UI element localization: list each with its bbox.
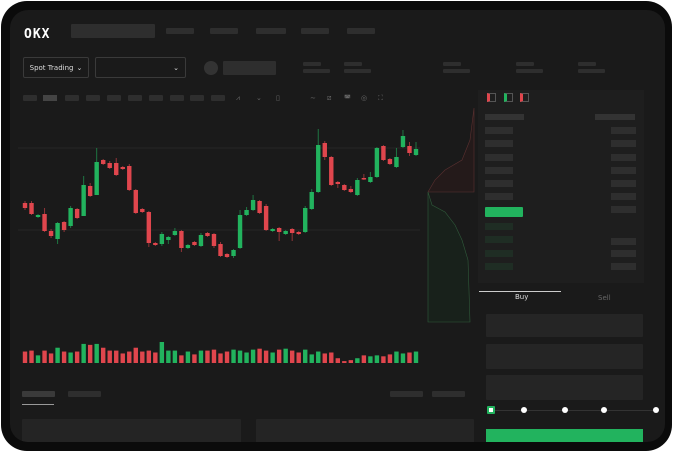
ask-size <box>611 193 636 200</box>
total-input[interactable] <box>486 375 643 400</box>
interval-button[interactable] <box>86 95 100 101</box>
stat-label <box>443 62 461 66</box>
ask-size <box>611 167 636 174</box>
filter-button[interactable] <box>432 391 465 397</box>
bid-size <box>611 238 636 245</box>
amount-input[interactable] <box>486 344 643 369</box>
bid-price <box>485 223 513 230</box>
stat-value <box>344 69 371 73</box>
stat-value <box>443 69 470 73</box>
ask-price <box>485 140 513 147</box>
slider-stop[interactable] <box>521 407 527 413</box>
ask-price <box>485 167 513 174</box>
nav-item[interactable] <box>210 28 238 34</box>
ask-price <box>485 154 513 161</box>
interval-button[interactable] <box>107 95 121 101</box>
book-header <box>485 114 524 120</box>
ruler-icon[interactable]: ⧄ <box>327 94 332 102</box>
bid-price <box>485 250 513 257</box>
screen: OKX Spot Trading ⌄ ⌄ ⩘ ⌄ ▯ ∼ ⧄ ◚ ◎ ⛶ <box>10 10 665 442</box>
spot-trading-label: Spot Trading <box>29 63 74 72</box>
slider-stop[interactable] <box>562 407 568 413</box>
nav-item[interactable] <box>347 28 375 34</box>
indicator-icon[interactable]: ⌄ <box>256 94 262 102</box>
orders-card <box>22 419 241 442</box>
spot-trading-dropdown[interactable]: Spot Trading ⌄ <box>23 57 89 78</box>
ask-size <box>611 127 636 134</box>
buy-tab[interactable]: Buy <box>515 293 529 301</box>
interval-button[interactable] <box>128 95 142 101</box>
search-bar[interactable] <box>71 24 155 38</box>
ask-price <box>485 180 513 187</box>
ask-size <box>611 154 636 161</box>
interval-button[interactable] <box>23 95 37 101</box>
filter-button[interactable] <box>390 391 423 397</box>
slider-stop[interactable] <box>653 407 659 413</box>
line-tool-icon[interactable]: ∼ <box>310 94 316 102</box>
book-bids-icon[interactable] <box>504 93 513 102</box>
ask-size <box>611 140 636 147</box>
buy-tab-underline <box>479 291 561 292</box>
settings-icon[interactable]: ◎ <box>361 94 368 102</box>
sell-tab[interactable]: Sell <box>598 294 611 302</box>
nav-item[interactable] <box>301 28 329 34</box>
indicator-icon[interactable]: ⩘ <box>236 94 240 102</box>
book-header <box>595 114 635 120</box>
interval-button[interactable] <box>149 95 163 101</box>
orders-tab[interactable] <box>22 391 55 397</box>
bid-price <box>485 236 513 243</box>
ask-size <box>611 180 636 187</box>
stat-label <box>303 62 321 66</box>
camera-icon[interactable]: ◚ <box>344 94 351 102</box>
interval-button[interactable] <box>190 95 204 101</box>
ask-price <box>485 193 513 200</box>
amount-slider-track[interactable] <box>492 410 657 411</box>
chart-type-icon[interactable]: ▯ <box>276 94 280 102</box>
bid-size <box>611 263 636 270</box>
orders-card <box>256 419 474 442</box>
interval-button[interactable] <box>211 95 225 101</box>
pair-name <box>223 61 276 75</box>
coin-icon <box>204 61 218 75</box>
interval-button[interactable] <box>65 95 79 101</box>
stat-label <box>578 62 596 66</box>
book-asks-icon[interactable] <box>520 93 529 102</box>
fullscreen-icon[interactable]: ⛶ <box>378 94 383 102</box>
stat-label <box>516 62 534 66</box>
mid-price <box>485 207 523 217</box>
price-input[interactable] <box>486 314 643 337</box>
interval-button-active[interactable] <box>43 95 57 101</box>
stat-value <box>516 69 543 73</box>
history-tab[interactable] <box>68 391 101 397</box>
stat-value <box>303 69 330 73</box>
slider-handle[interactable] <box>487 406 495 414</box>
nav-item[interactable] <box>166 28 194 34</box>
ask-size <box>611 206 636 213</box>
chevron-down-icon: ⌄ <box>76 63 83 72</box>
bid-size <box>611 250 636 257</box>
chevron-down-icon: ⌄ <box>173 63 179 72</box>
bid-price <box>485 263 513 270</box>
pair-select[interactable]: ⌄ <box>95 57 186 78</box>
stat-value <box>578 69 605 73</box>
okx-logo: OKX <box>24 27 51 42</box>
ask-price <box>485 127 513 134</box>
book-both-icon[interactable] <box>487 93 496 102</box>
stat-label <box>344 62 362 66</box>
active-tab-underline <box>22 404 54 405</box>
interval-button[interactable] <box>170 95 184 101</box>
nav-item[interactable] <box>256 28 286 34</box>
slider-stop[interactable] <box>601 407 607 413</box>
buy-button[interactable] <box>486 429 643 442</box>
